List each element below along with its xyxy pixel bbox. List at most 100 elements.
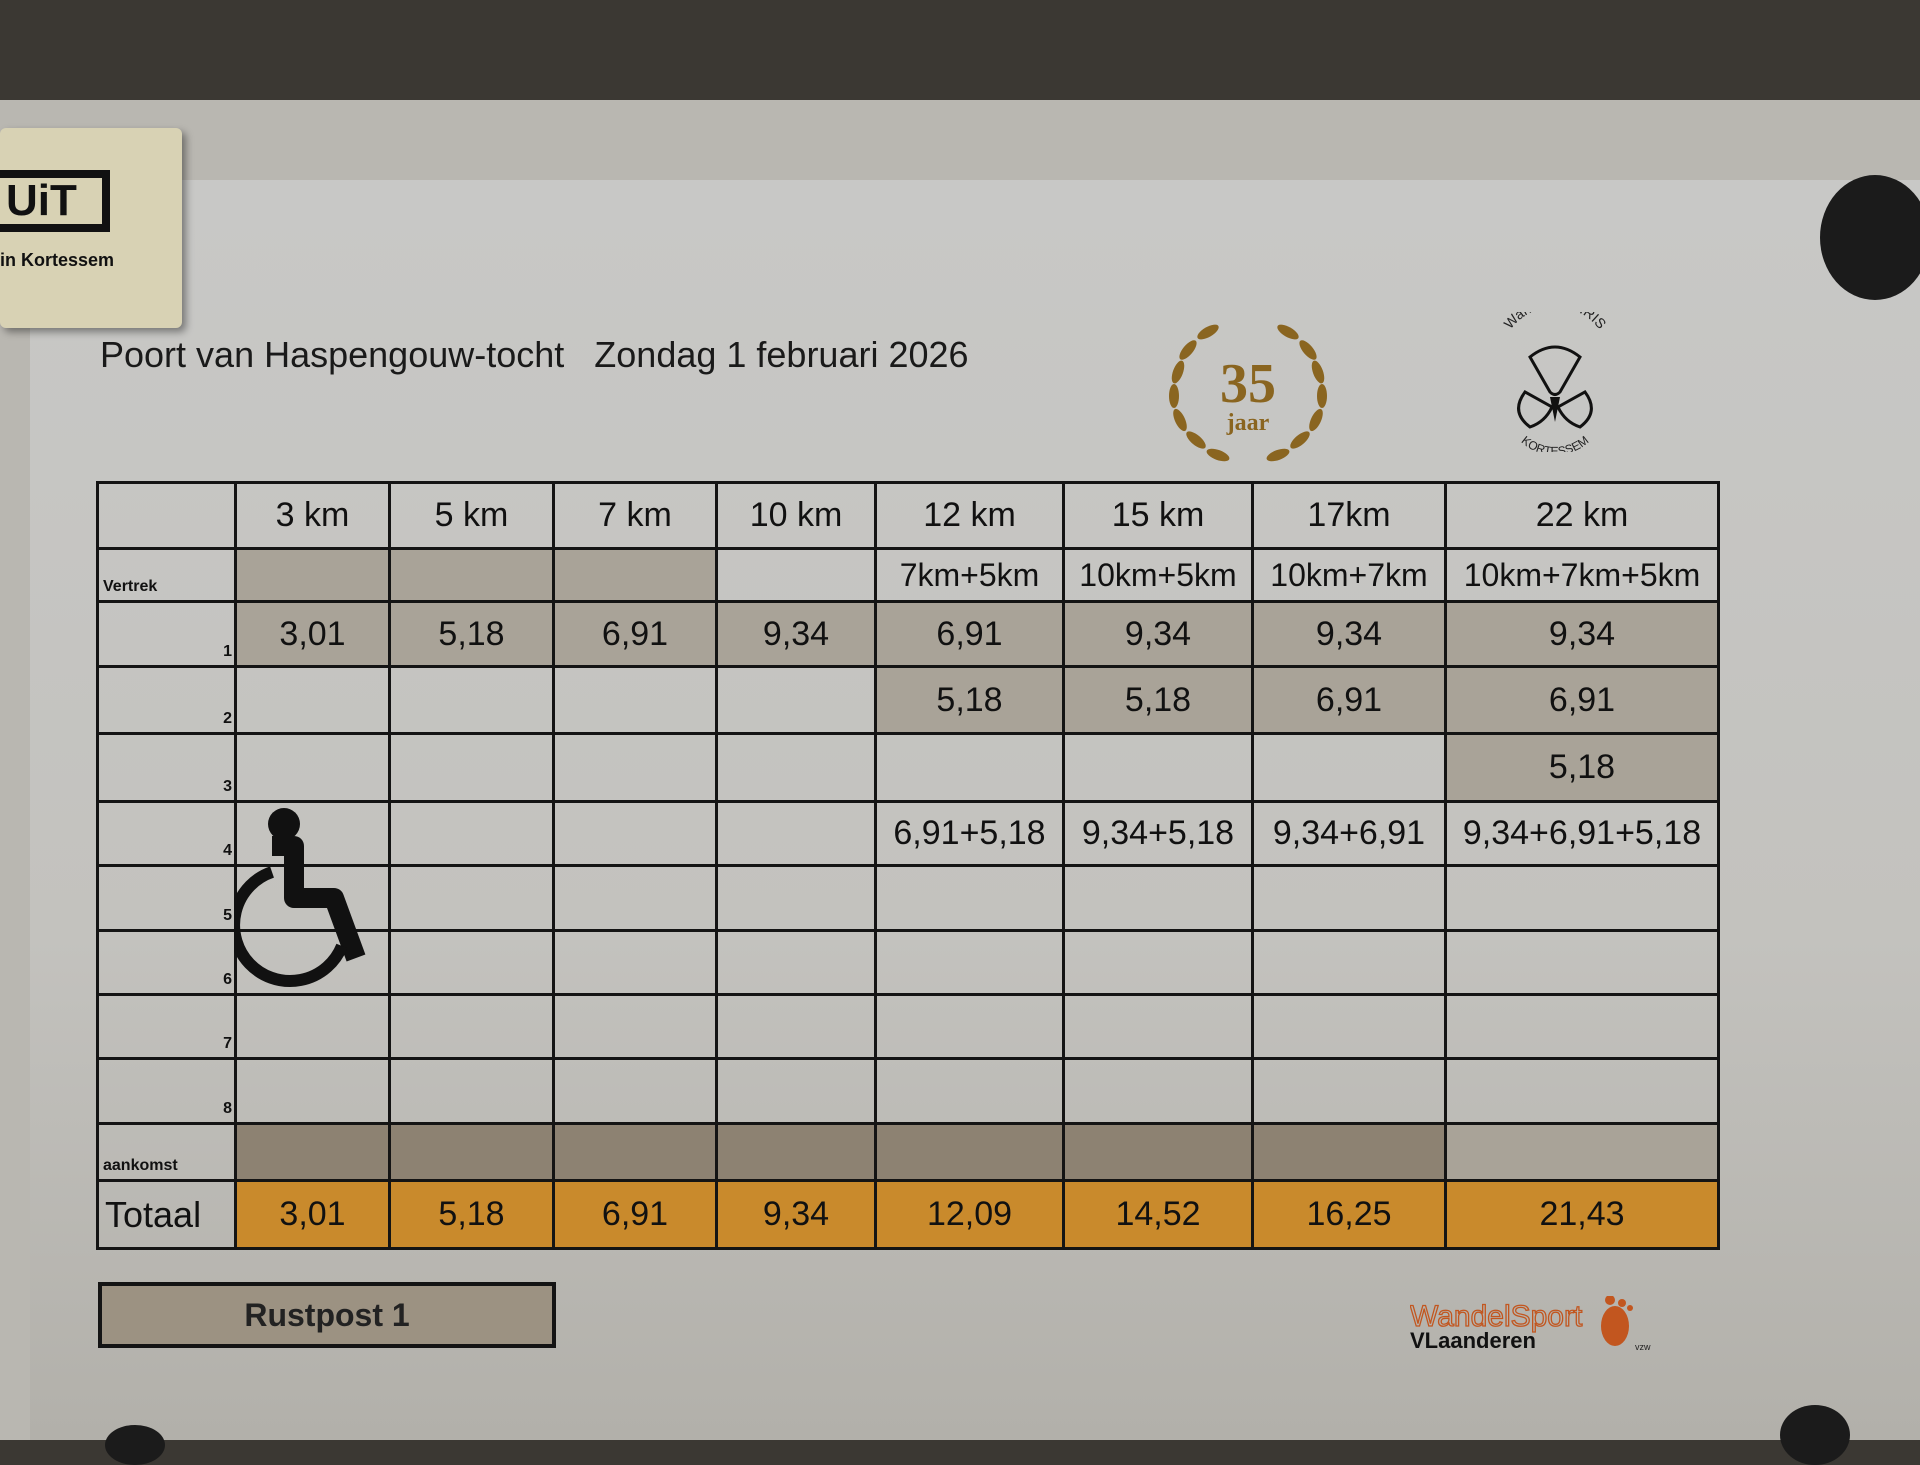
table-cell <box>234 665 391 735</box>
magnet-dot <box>1780 1405 1850 1465</box>
table-cell <box>552 665 718 735</box>
table-cell <box>388 732 555 803</box>
svg-text:35: 35 <box>1220 353 1276 415</box>
table-cell: 3,01 <box>234 600 391 668</box>
wheelchair-icon <box>234 808 366 987</box>
table-cell: 6,91+5,18 <box>874 800 1065 867</box>
table-cell <box>552 800 718 867</box>
svg-text:VLaanderen: VLaanderen <box>1410 1328 1536 1353</box>
svg-text:KORTESSEM: KORTESSEM <box>1519 433 1591 452</box>
table-row: 2 5,18 5,18 6,91 6,91 <box>96 665 1720 735</box>
header-cell: 5 km <box>388 481 555 550</box>
table-row: 7 <box>96 993 1720 1060</box>
magnet-dot <box>105 1425 165 1465</box>
table-cell: 9,34 <box>1444 600 1720 668</box>
row-label: 7 <box>96 993 237 1060</box>
total-cell: 6,91 <box>552 1179 718 1250</box>
header-cell: 10 km <box>715 481 877 550</box>
table-cell: 9,34+5,18 <box>1062 800 1254 867</box>
table-cell: 9,34+6,91+5,18 <box>1444 800 1720 867</box>
total-cell: 16,25 <box>1251 1179 1447 1250</box>
table-cell: 6,91 <box>874 600 1065 668</box>
anniversary-logo: 35 jaar <box>1169 321 1327 464</box>
table-cell: 9,34 <box>1062 600 1254 668</box>
header-cell: 15 km <box>1062 481 1254 550</box>
table-cell <box>388 800 555 867</box>
header-cell: 22 km <box>1444 481 1720 550</box>
table-cell <box>874 732 1065 803</box>
uit-logo-sub: in Kortessem <box>0 250 115 270</box>
total-cell: 3,01 <box>234 1179 391 1250</box>
uit-logo: UiT <box>0 170 110 232</box>
table-cell <box>234 800 391 867</box>
table-cell <box>1062 732 1254 803</box>
header-cell: 17km <box>1251 481 1447 550</box>
table-cell: 5,18 <box>1444 732 1720 803</box>
table-cell: 6,91 <box>1444 665 1720 735</box>
row-label: Vertrek <box>96 547 237 603</box>
table-cell <box>552 732 718 803</box>
table-cell: 6,91 <box>1251 665 1447 735</box>
table-cell <box>234 547 391 603</box>
svg-text:Wandelclub IRIS: Wandelclub IRIS <box>1501 312 1610 332</box>
header-cell <box>96 481 237 550</box>
total-cell: 9,34 <box>715 1179 877 1250</box>
table-cell: 5,18 <box>388 600 555 668</box>
table-row: 5 <box>96 864 1720 932</box>
total-cell: 14,52 <box>1062 1179 1254 1250</box>
total-cell: 12,09 <box>874 1179 1065 1250</box>
header-cell: 3 km <box>234 481 391 550</box>
svg-text:vzw: vzw <box>1635 1342 1651 1352</box>
club-iris-logo: Wandelclub IRIS KORTESSEM <box>1501 312 1610 452</box>
uit-magnet: UiT in Kortessem <box>0 128 182 328</box>
header-cell: 12 km <box>874 481 1065 550</box>
table-row-total: Totaal 3,01 5,18 6,91 9,34 12,09 14,52 1… <box>96 1179 1720 1250</box>
magnet-dot <box>1820 175 1920 300</box>
svg-text:WandelSport: WandelSport <box>1410 1300 1583 1333</box>
row-label: 8 <box>96 1057 237 1125</box>
table-row: 6 <box>96 929 1720 996</box>
total-cell: 5,18 <box>388 1179 555 1250</box>
table-cell: 5,18 <box>874 665 1065 735</box>
table-cell <box>1251 732 1447 803</box>
row-label: 5 <box>96 864 237 932</box>
table-cell <box>388 547 555 603</box>
table-cell <box>715 665 877 735</box>
svg-text:jaar: jaar <box>1226 410 1270 436</box>
table-row: 8 <box>96 1057 1720 1125</box>
table-row: 1 3,01 5,18 6,91 9,34 6,91 9,34 9,34 9,3… <box>96 600 1720 668</box>
table-cell: 9,34+6,91 <box>1251 800 1447 867</box>
table-cell: 9,34 <box>715 600 877 668</box>
table-cell <box>234 732 391 803</box>
row-label: aankomst <box>96 1122 237 1182</box>
table-row: 4 6,91+5,18 9,34+5,18 9,34+6,91 9,34+6,9… <box>96 800 1720 867</box>
row-label: 3 <box>96 732 237 803</box>
table-cell: 7km+5km <box>874 547 1065 603</box>
table-row-aankomst: aankomst <box>96 1122 1720 1182</box>
table-row: 3 5,18 <box>96 732 1720 803</box>
row-label: 2 <box>96 665 237 735</box>
table-row-vertrek: Vertrek 7km+5km 10km+5km 10km+7km 10km+7… <box>96 547 1720 603</box>
table-cell <box>552 547 718 603</box>
table-cell: 6,91 <box>552 600 718 668</box>
table-cell <box>715 547 877 603</box>
total-cell: 21,43 <box>1444 1179 1720 1250</box>
header-cell: 7 km <box>552 481 718 550</box>
table-cell <box>715 732 877 803</box>
route-distance-table: 3 km 5 km 7 km 10 km 12 km 15 km 17km 22… <box>96 481 1720 1250</box>
table-cell: 5,18 <box>1062 665 1254 735</box>
rustpost-legend: Rustpost 1 <box>98 1282 556 1348</box>
table-cell <box>388 665 555 735</box>
wandelsport-vlaanderen-logo: WandelSport VLaanderen vzw <box>1410 1296 1651 1353</box>
row-label: 4 <box>96 800 237 867</box>
row-label: Totaal <box>96 1179 237 1250</box>
row-label: 1 <box>96 600 237 668</box>
table-cell: 10km+7km+5km <box>1444 547 1720 603</box>
table-cell: 10km+5km <box>1062 547 1254 603</box>
table-cell <box>715 800 877 867</box>
table-cell: 10km+7km <box>1251 547 1447 603</box>
row-label: 6 <box>96 929 237 996</box>
page-title: Poort van Haspengouw-tocht Zondag 1 febr… <box>100 334 969 375</box>
table-cell: 9,34 <box>1251 600 1447 668</box>
table-header-row: 3 km 5 km 7 km 10 km 12 km 15 km 17km 22… <box>96 481 1720 550</box>
